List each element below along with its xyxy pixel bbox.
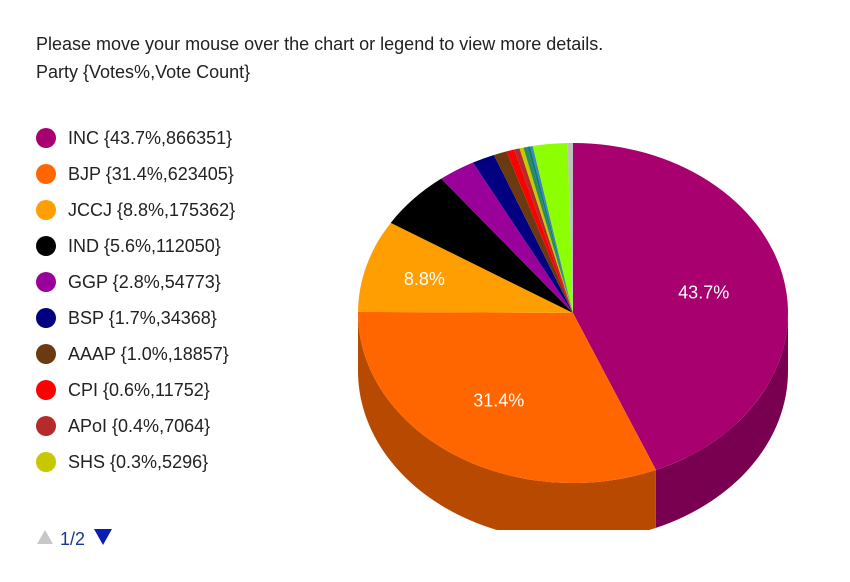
legend-item-ind[interactable]: IND {5.6%,112050}: [36, 228, 235, 264]
legend-swatch: [36, 164, 56, 184]
pie-slice-ind[interactable]: [390, 178, 573, 313]
pie-slice-aaap[interactable]: [493, 151, 573, 313]
legend-swatch: [36, 200, 56, 220]
legend-item-shs[interactable]: SHS {0.3%,5296}: [36, 444, 235, 480]
legend: INC {43.7%,866351} BJP {31.4%,623405} JCCJ…: [36, 120, 235, 480]
hover-hint-text: Please move your mouse over the chart or…: [36, 34, 604, 54]
pie-slice-other[interactable]: [527, 146, 573, 313]
pie-slice-other[interactable]: [530, 146, 573, 313]
legend-swatch: [36, 344, 56, 364]
legend-swatch: [36, 416, 56, 436]
legend-label: CPI {0.6%,11752}: [68, 379, 210, 400]
pie-slice-other[interactable]: [532, 143, 573, 313]
legend-swatch: [36, 236, 56, 256]
legend-label: INC {43.7%,866351}: [68, 127, 233, 148]
triangle-down-icon[interactable]: [93, 528, 113, 551]
pie-slice-bsp[interactable]: [472, 154, 573, 313]
legend-item-apoi[interactable]: APoI {0.4%,7064}: [36, 408, 235, 444]
pie-slice-other[interactable]: [523, 146, 573, 313]
legend-label: AAAP {1.0%,18857}: [68, 343, 229, 364]
pie-slice-other[interactable]: [567, 143, 573, 313]
legend-item-jccj[interactable]: JCCJ {8.8%,175362}: [36, 192, 235, 228]
legend-label: IND {5.6%,112050}: [68, 235, 221, 256]
pie-slice-ggp[interactable]: [441, 162, 573, 313]
pie-side-bjp: [358, 313, 656, 530]
data-label-jccj: 8.8%: [404, 269, 445, 289]
legend-label: BSP {1.7%,34368}: [68, 307, 217, 328]
legend-item-cpi[interactable]: CPI {0.6%,11752}: [36, 372, 235, 408]
legend-label: SHS {0.3%,5296}: [68, 451, 209, 472]
legend-label: APoI {0.4%,7064}: [68, 415, 211, 436]
legend-label: GGP {2.8%,54773}: [68, 271, 221, 292]
pie-side-inc: [655, 313, 788, 528]
legend-label: BJP {31.4%,623405}: [68, 163, 234, 184]
data-label-inc: 43.7%: [678, 282, 729, 302]
legend-item-aaap[interactable]: AAAP {1.0%,18857}: [36, 336, 235, 372]
data-label-bjp: 31.4%: [473, 391, 524, 411]
pie-slice-jccj[interactable]: [358, 222, 573, 313]
triangle-up-icon[interactable]: [36, 529, 54, 550]
legend-item-ggp[interactable]: GGP {2.8%,54773}: [36, 264, 235, 300]
pie-slice-inc[interactable]: [573, 143, 788, 470]
legend-swatch: [36, 452, 56, 472]
pie-slice-apoi[interactable]: [514, 148, 573, 313]
legend-pager: 1/2: [36, 528, 113, 551]
legend-swatch: [36, 308, 56, 328]
pie-side-walls: [358, 313, 788, 530]
chart-subtitle: Party {Votes%,Vote Count}: [36, 62, 251, 82]
legend-swatch: [36, 380, 56, 400]
pie-slice-bjp[interactable]: [358, 311, 656, 483]
legend-item-bjp[interactable]: BJP {31.4%,623405}: [36, 156, 235, 192]
legend-label: JCCJ {8.8%,175362}: [68, 199, 236, 220]
legend-item-inc[interactable]: INC {43.7%,866351}: [36, 120, 235, 156]
legend-item-bsp[interactable]: BSP {1.7%,34368}: [36, 300, 235, 336]
pie-slice-shs[interactable]: [519, 147, 573, 313]
page-indicator: 1/2: [60, 529, 86, 549]
pie-slice-cpi[interactable]: [506, 149, 573, 313]
legend-swatch: [36, 272, 56, 292]
legend-swatch: [36, 128, 56, 148]
pie-chart[interactable]: 43.7% 31.4% 8.8%: [340, 130, 800, 530]
